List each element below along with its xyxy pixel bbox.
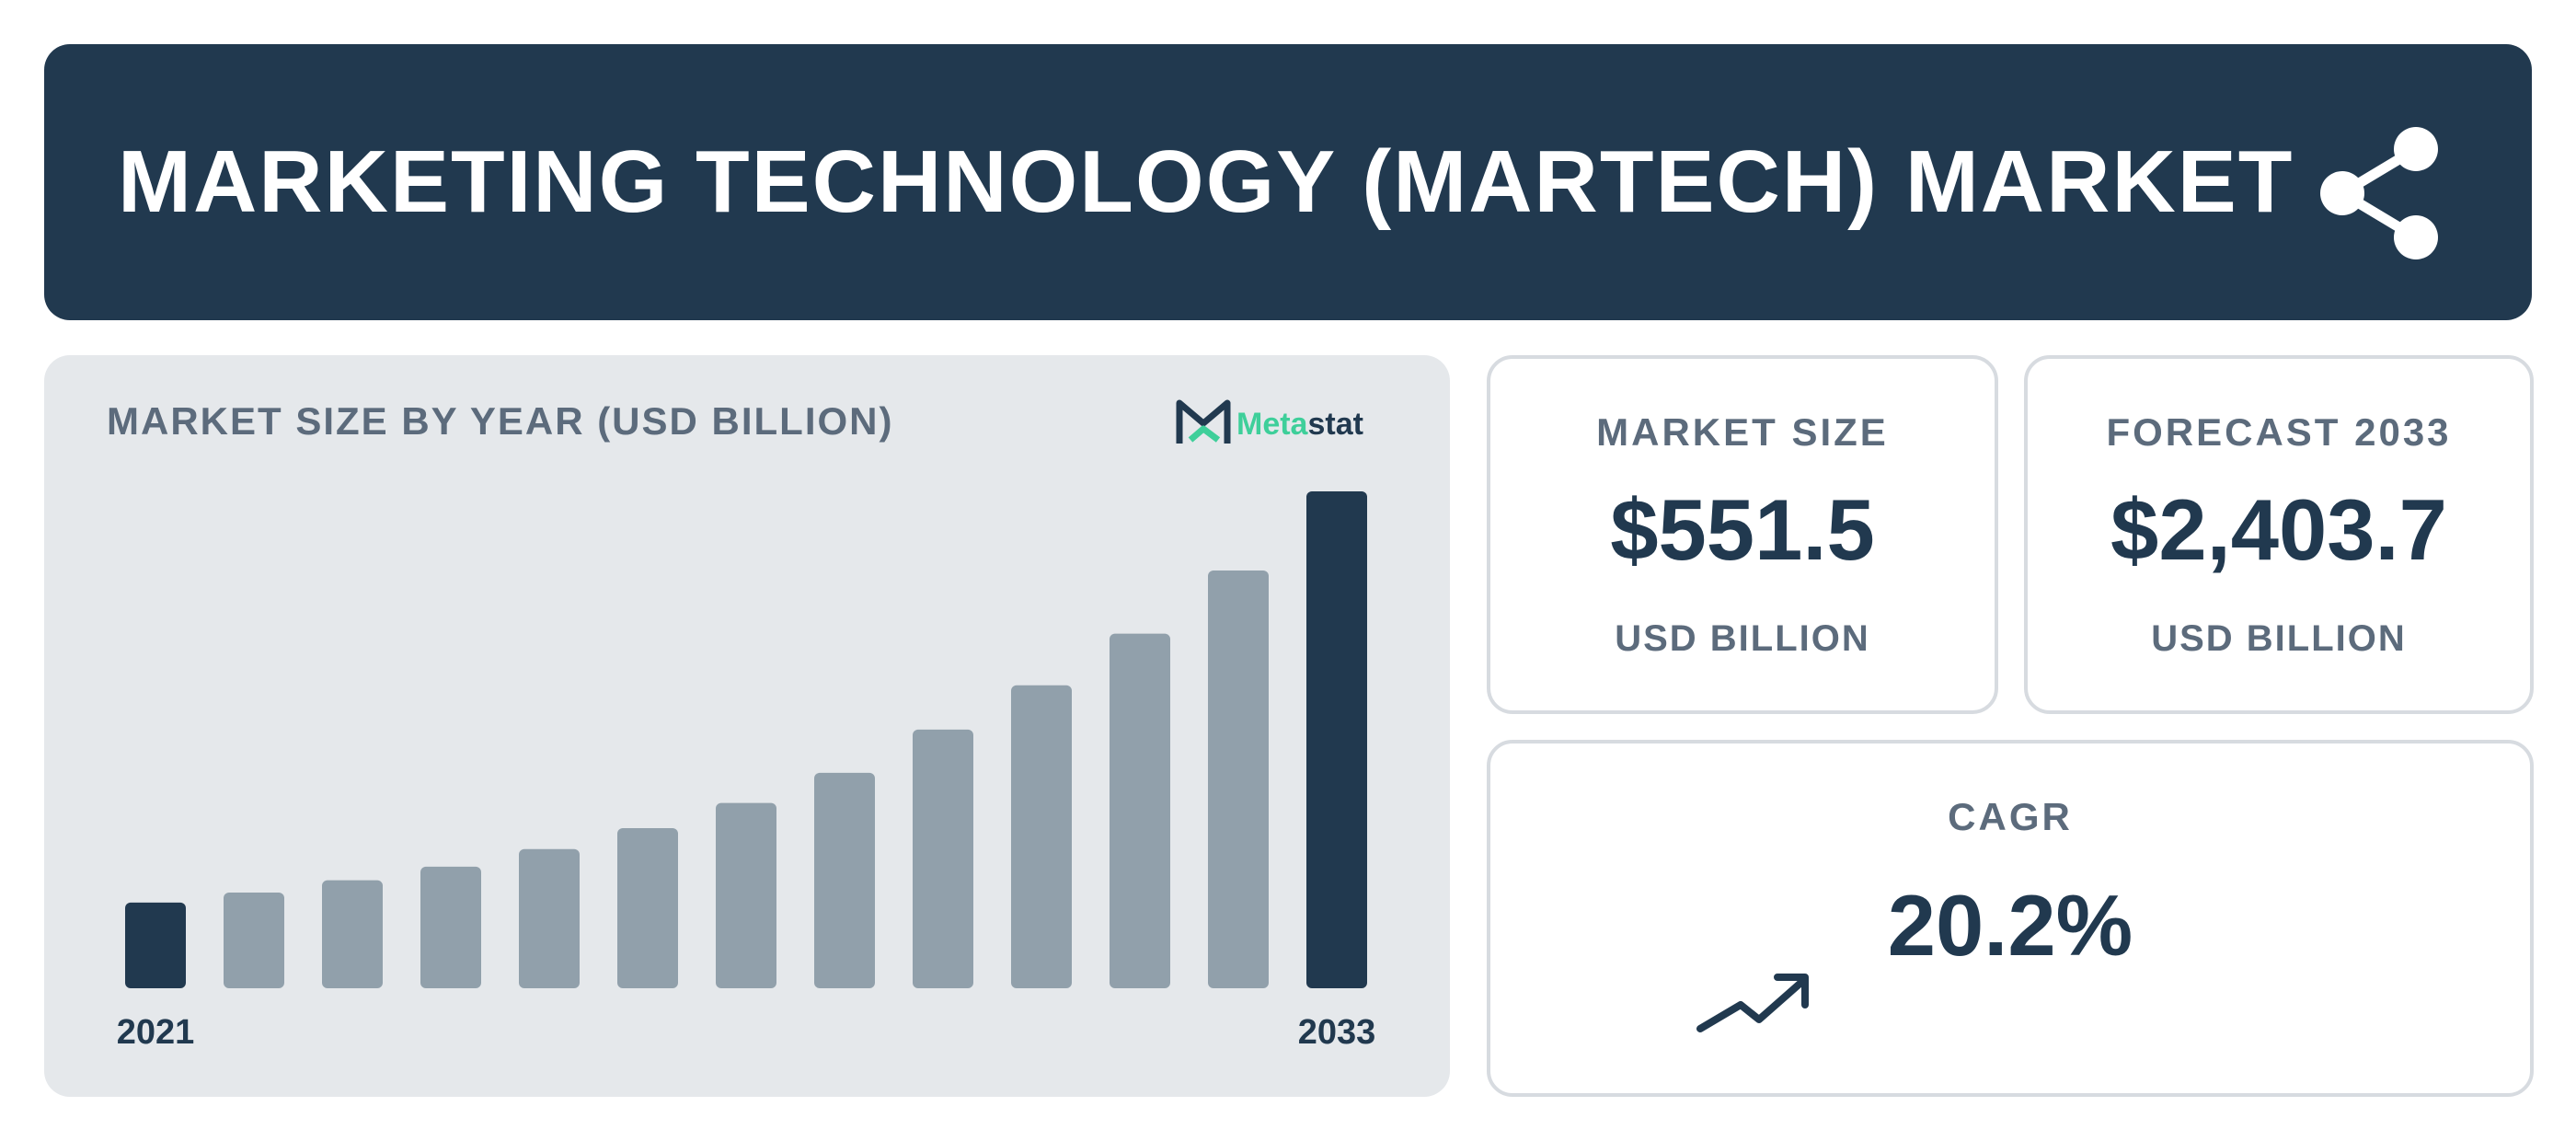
- market-size-chart-panel: MARKET SIZE BY YEAR (USD BILLION) Metast…: [44, 355, 1450, 1097]
- bar-2023: [322, 880, 383, 988]
- market-size-card: MARKET SIZE $551.5 USD BILLION: [1487, 355, 1998, 714]
- svg-text:Metastat: Metastat: [1236, 407, 1363, 442]
- forecast-label: FORECAST 2033: [2106, 410, 2452, 454]
- bar-2029: [913, 729, 973, 988]
- bar-2024: [420, 866, 481, 988]
- logo-text-accent: Meta: [1236, 407, 1309, 442]
- metastat-logo: Metastat: [1176, 399, 1363, 444]
- bar-2032: [1208, 570, 1269, 988]
- forecast-value: $2,403.7: [2110, 481, 2447, 578]
- cagr-label: CAGR: [1948, 795, 2073, 838]
- bar-2026: [617, 827, 678, 988]
- chart-title: MARKET SIZE BY YEAR (USD BILLION): [107, 399, 894, 443]
- x-tick-label-2033: 2033: [1298, 1013, 1376, 1052]
- bar-2021: [125, 902, 186, 988]
- cagr-value: 20.2%: [1887, 877, 2133, 974]
- market-size-label: MARKET SIZE: [1596, 410, 1889, 454]
- bar-2025: [519, 848, 580, 988]
- bar-2030: [1011, 685, 1072, 988]
- x-tick-label-2021: 2021: [117, 1013, 195, 1052]
- title-banner: MARKETING TECHNOLOGY (MARTECH) MARKET: [44, 44, 2532, 320]
- bar-2033: [1306, 491, 1367, 988]
- market-size-value: $551.5: [1610, 481, 1875, 578]
- bar-2027: [716, 802, 776, 988]
- forecast-unit: USD BILLION: [2151, 618, 2407, 659]
- bar-2031: [1110, 633, 1170, 988]
- share-icon[interactable]: [2307, 120, 2455, 267]
- bar-chart: 2021 2033: [117, 491, 1376, 1052]
- page-title: MARKETING TECHNOLOGY (MARTECH) MARKET: [118, 133, 2294, 231]
- cagr-card: CAGR 20.2%: [1487, 740, 2534, 1097]
- bar-2028: [814, 772, 875, 988]
- logo-text-main: stat: [1307, 407, 1363, 442]
- bar-2022: [224, 893, 284, 988]
- market-size-unit: USD BILLION: [1615, 618, 1870, 659]
- trend-up-icon: [1696, 974, 1809, 1032]
- forecast-card: FORECAST 2033 $2,403.7 USD BILLION: [2024, 355, 2534, 714]
